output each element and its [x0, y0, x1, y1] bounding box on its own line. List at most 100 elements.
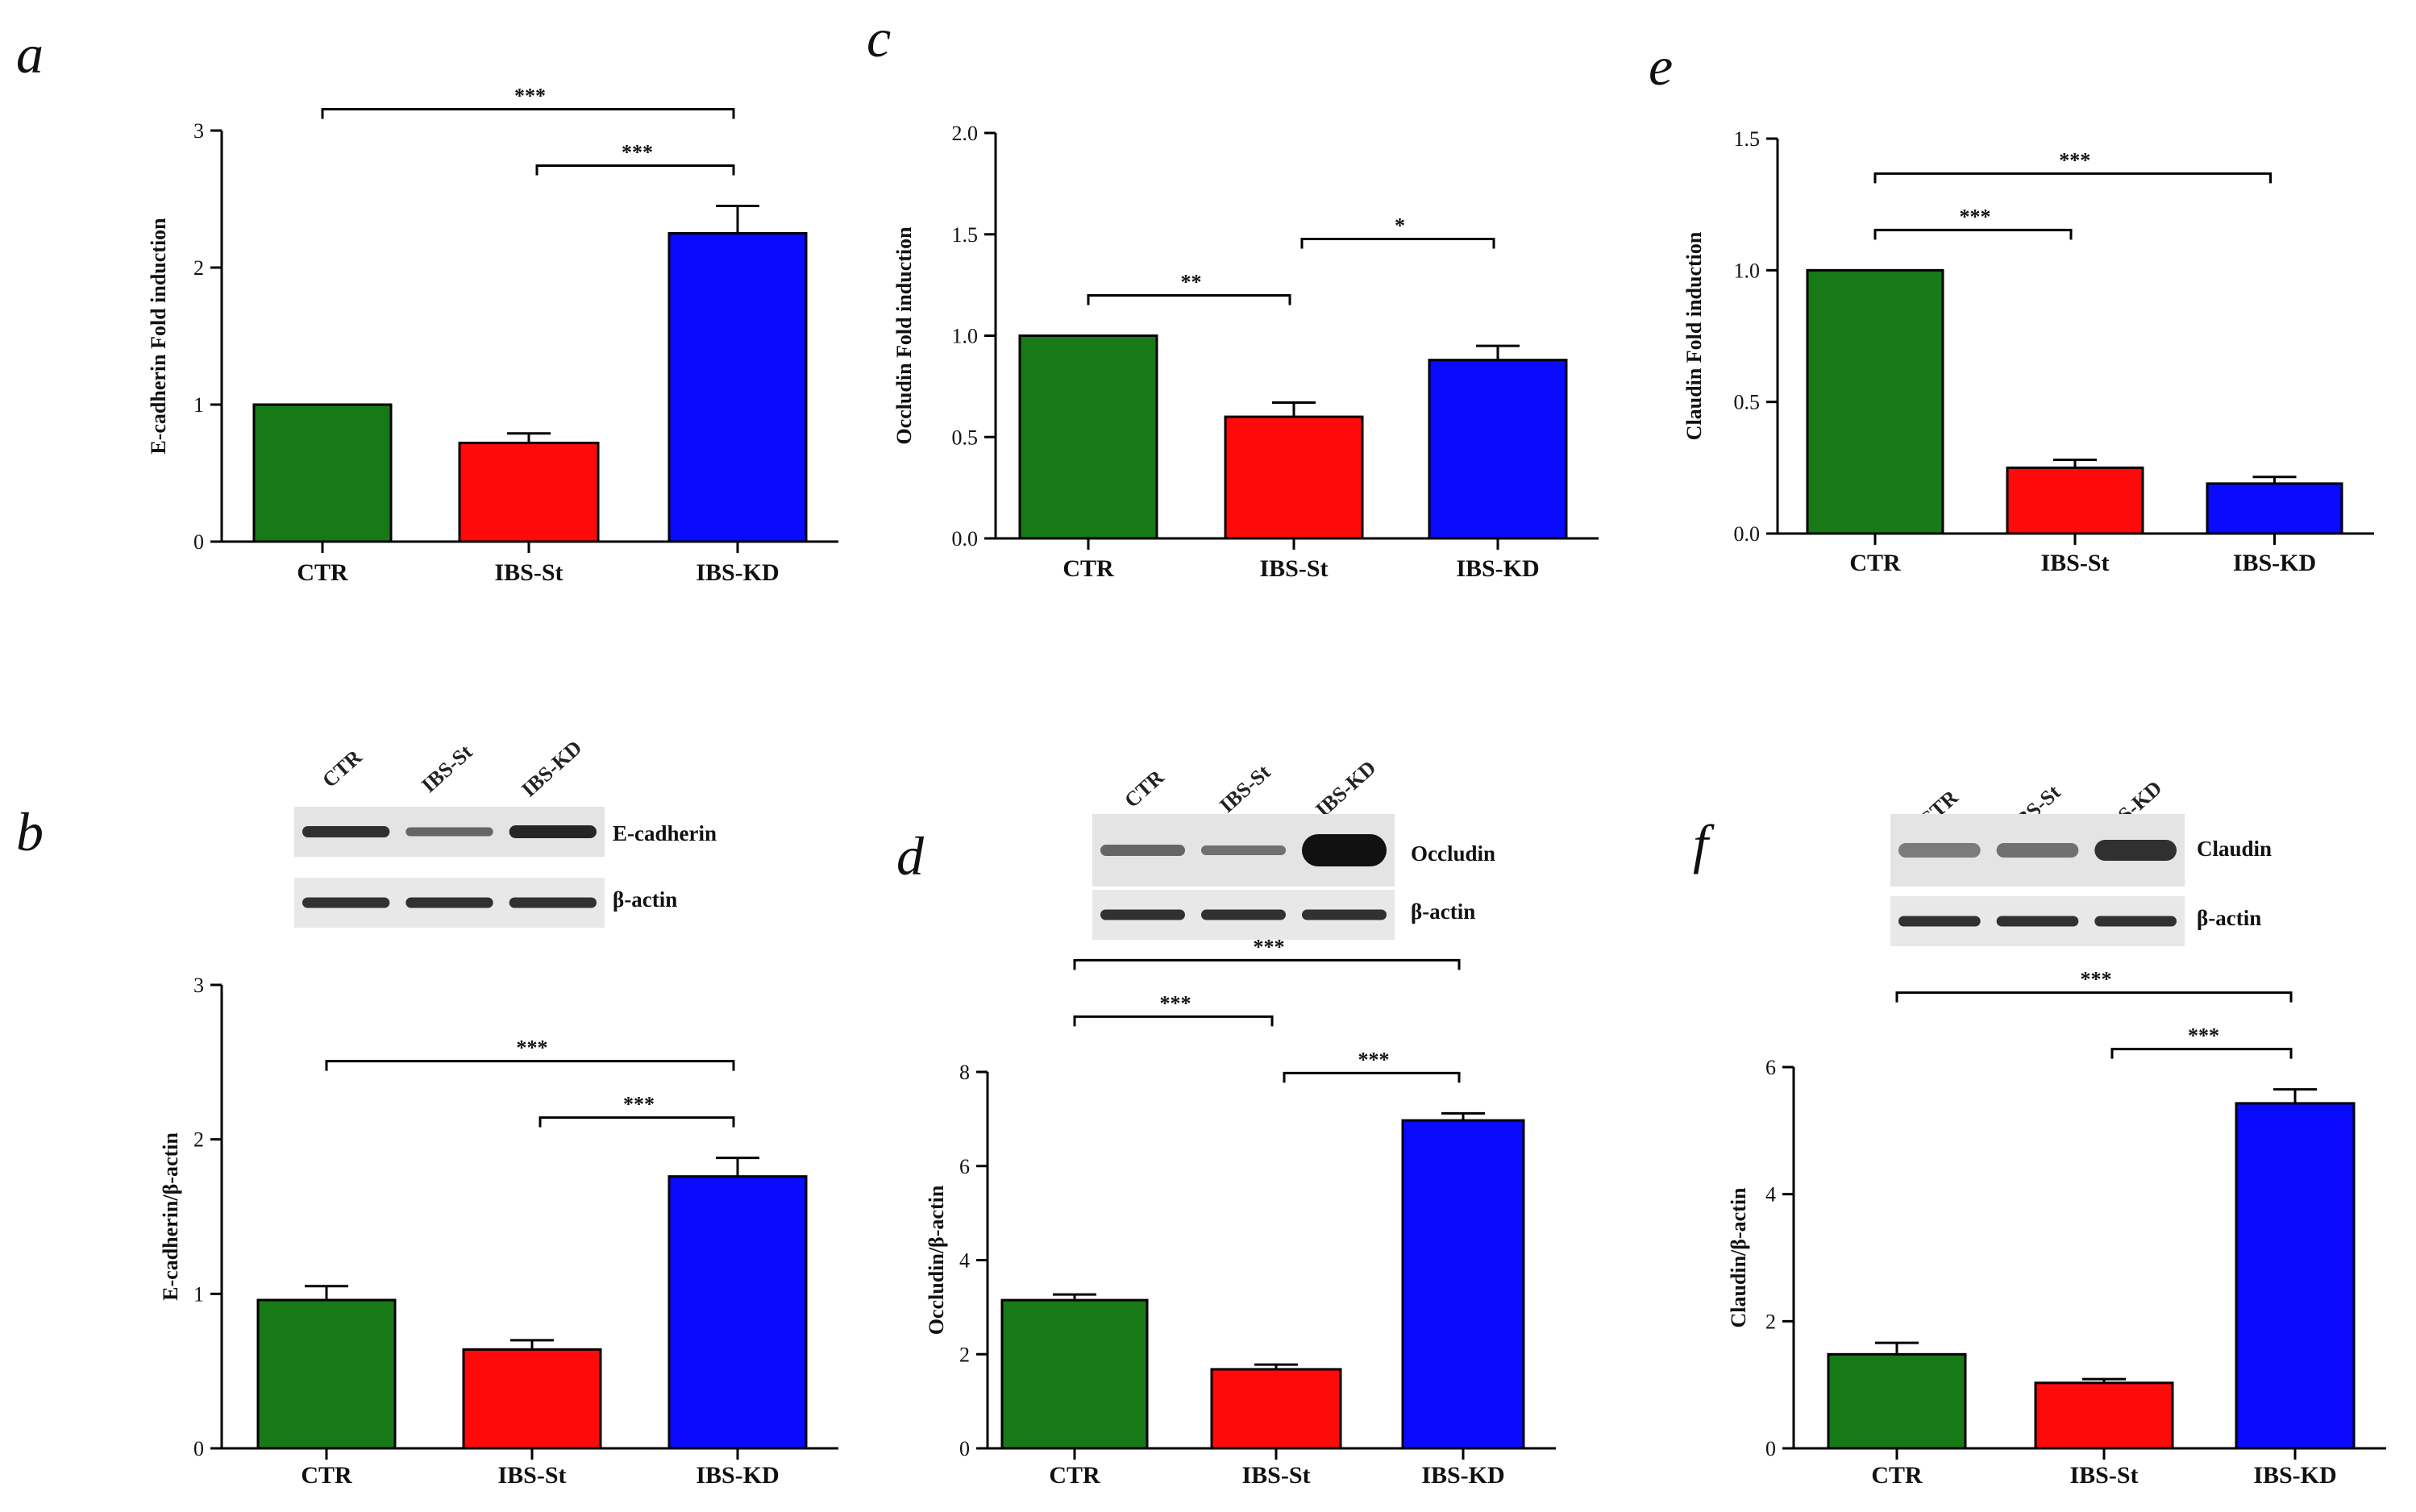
blot-loading-label: β-actin — [1411, 899, 1475, 924]
panel-label: d — [896, 825, 925, 887]
bar-ctr — [1000, 1298, 1149, 1450]
x-tick-label: IBS-St — [1259, 555, 1328, 582]
x-tick-label: IBS-KD — [696, 1462, 779, 1489]
significance-label: *** — [517, 1036, 548, 1060]
significance-bracket — [1895, 991, 2293, 1003]
blot-lane-label: IBS-St — [417, 740, 476, 797]
y-tick-label: 1.5 — [952, 223, 979, 247]
panel-label: f — [1693, 813, 1715, 874]
bar-ibs-kd — [1401, 1119, 1525, 1450]
significance-bracket — [1873, 228, 2073, 240]
blot-band — [1996, 916, 2079, 927]
y-tick-label: 1 — [193, 393, 204, 417]
y-tick-label: 0.0 — [952, 527, 979, 550]
bar-ibs-st — [462, 1348, 602, 1450]
y-axis-label: E-cadherin Fold induction — [147, 218, 170, 455]
panel-label: a — [16, 23, 44, 85]
blot-band — [1100, 845, 1185, 856]
bar-ibs-st — [1224, 415, 1364, 540]
y-tick-label: 3 — [193, 974, 204, 997]
y-tick-label: 2 — [193, 1128, 204, 1152]
blot-band — [509, 825, 597, 838]
x-tick-label: IBS-St — [1241, 1462, 1310, 1489]
y-tick-label: 6 — [959, 1155, 970, 1178]
x-tick-label: CTR — [1871, 1462, 1923, 1489]
y-tick-label: 2 — [193, 256, 204, 280]
blot-band — [302, 897, 390, 908]
blot-lane-label: CTR — [1120, 765, 1168, 812]
x-tick-label: IBS-St — [497, 1462, 566, 1489]
western-blot: CTR IBS-St IBS-KD Occludin β-actin — [1092, 756, 1495, 940]
significance-bracket — [1073, 958, 1461, 970]
y-axis-label: Claudin Fold induction — [1682, 231, 1706, 440]
y-tick-label: 2.0 — [952, 122, 979, 145]
chart-panel-f: f 0 2 4 6 Claudin/β-actin CTR IBS-St IBS-KD *** **… — [1693, 776, 2386, 1489]
y-axis-label: Occludin Fold induction — [892, 226, 916, 445]
chart-panel-d: d 0 2 4 6 8 Occludin/β-actin CTR IBS-St IBS-KD ***… — [896, 756, 1556, 1489]
significance-bracket — [539, 1116, 735, 1128]
chart-panel-e: e 0.0 0.5 1.0 1.5 Claudin Fold induction CTR IB… — [1649, 35, 2374, 576]
blot-band — [1302, 834, 1387, 866]
y-tick-label: 0 — [959, 1437, 970, 1460]
blot-band — [1201, 909, 1286, 920]
blot-band — [1302, 909, 1387, 920]
y-tick-label: 0 — [193, 1437, 204, 1460]
bar-ctr — [1018, 334, 1158, 540]
blot-band — [405, 827, 493, 837]
y-tick-label: 0.5 — [1734, 391, 1761, 414]
y-tick-label: 1.5 — [1734, 127, 1761, 151]
y-tick-label: 4 — [959, 1249, 970, 1273]
y-tick-label: 4 — [1765, 1183, 1776, 1207]
significance-label: *** — [1160, 991, 1191, 1015]
bar-ibs-kd — [2235, 1102, 2356, 1450]
x-tick-label: IBS-St — [2040, 550, 2109, 576]
blot-protein-label: Claudin — [2197, 837, 2272, 861]
chart-panel-b: b 0 1 2 3 E-cadherin/β-actin CTR IBS-St IBS-KD **… — [16, 736, 838, 1489]
y-tick-label: 3 — [193, 119, 204, 143]
blot-loading-label: β-actin — [613, 887, 677, 912]
y-tick-label: 1.0 — [1734, 259, 1761, 282]
panel-label: c — [867, 7, 891, 69]
chart-panel-a: a 0 1 2 3 E-cadherin Fold induction CTR IBS-St I… — [16, 23, 838, 586]
significance-bracket — [2110, 1048, 2293, 1059]
bar-ctr — [1827, 1352, 1967, 1450]
x-tick-label: IBS-KD — [1421, 1462, 1504, 1489]
blot-band — [2094, 916, 2177, 927]
panel-label: b — [16, 801, 44, 862]
x-tick-label: CTR — [1049, 1462, 1100, 1489]
blot-lane-label: IBS-St — [1215, 760, 1275, 817]
x-tick-label: IBS-KD — [2253, 1462, 2336, 1489]
y-tick-label: 0 — [193, 530, 204, 554]
bar-ibs-st — [2034, 1381, 2174, 1450]
y-tick-label: 1.0 — [952, 325, 979, 348]
bar-ibs-kd — [1428, 359, 1568, 540]
bar-ibs-kd — [667, 1175, 808, 1450]
significance-label: *** — [2188, 1024, 2219, 1048]
x-tick-label: CTR — [297, 559, 348, 586]
blot-lane-label: CTR — [318, 745, 366, 791]
y-tick-label: 2 — [1765, 1310, 1776, 1333]
x-tick-label: CTR — [1849, 550, 1901, 576]
significance-bracket — [1300, 238, 1495, 249]
y-axis-label: Claudin/β-actin — [1727, 1187, 1750, 1328]
significance-bracket — [1873, 172, 2272, 184]
x-tick-label: IBS-KD — [2233, 550, 2316, 576]
blot-band — [1898, 843, 1981, 858]
y-tick-label: 6 — [1765, 1056, 1776, 1079]
blot-band — [1201, 845, 1286, 855]
significance-label: *** — [623, 1093, 655, 1116]
x-tick-label: IBS-KD — [696, 559, 779, 586]
bar-ctr — [1806, 268, 1944, 535]
blot-lane-label: IBS-KD — [517, 736, 586, 801]
y-tick-label: 2 — [959, 1343, 970, 1366]
y-tick-label: 0.5 — [952, 426, 979, 449]
significance-bracket — [1073, 1015, 1274, 1027]
bar-ibs-st — [2006, 466, 2144, 535]
blot-protein-label: Occludin — [1411, 841, 1495, 866]
x-tick-label: IBS-St — [2069, 1462, 2138, 1489]
blot-band — [1898, 916, 1981, 927]
blot-loading-label: β-actin — [2197, 906, 2261, 930]
significance-label: *** — [622, 141, 653, 164]
